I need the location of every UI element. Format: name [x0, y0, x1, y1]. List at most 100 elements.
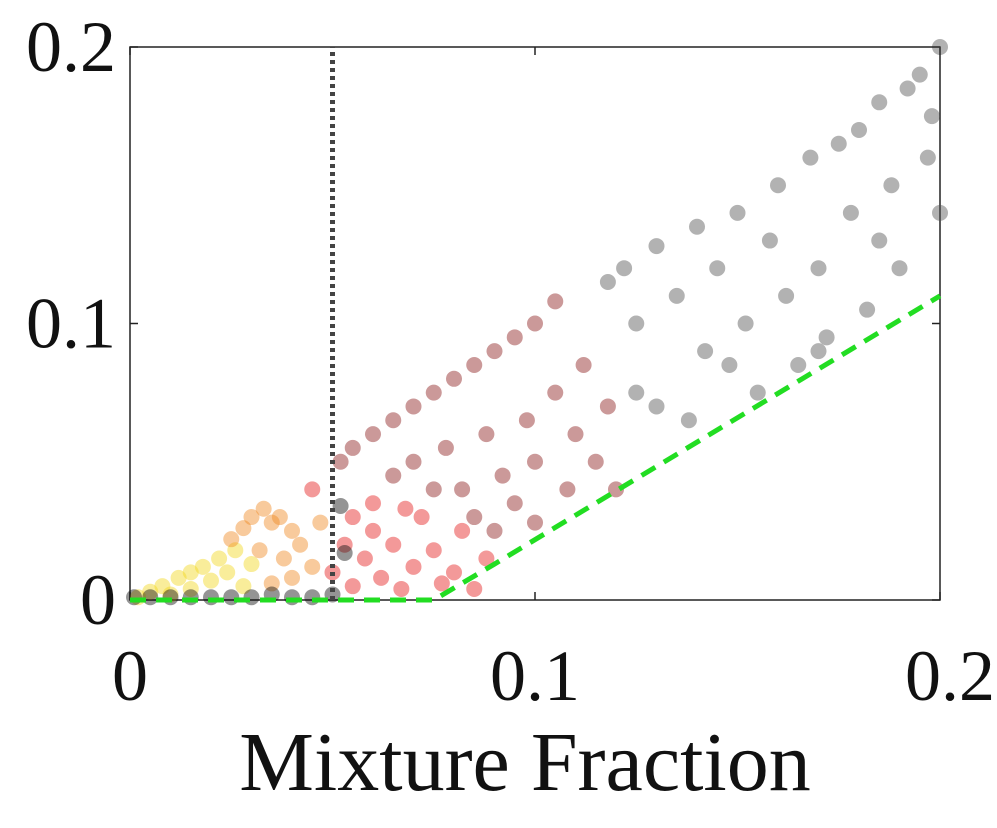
point [830, 135, 847, 152]
y-tick-label: 0.2 [26, 7, 116, 87]
point [219, 564, 236, 581]
point [567, 426, 584, 443]
point [899, 80, 916, 97]
point [709, 260, 726, 277]
point [182, 564, 199, 581]
point [616, 260, 633, 277]
point [486, 522, 503, 539]
point [336, 536, 353, 553]
point [243, 589, 260, 606]
point [413, 509, 430, 526]
point [284, 569, 300, 586]
point [275, 550, 292, 567]
point [385, 467, 402, 484]
point [336, 544, 353, 561]
point [721, 356, 738, 373]
point [365, 426, 381, 443]
point [608, 481, 624, 498]
point [324, 586, 341, 603]
point [446, 370, 462, 387]
point [749, 384, 766, 401]
point [211, 550, 228, 567]
point [182, 580, 199, 597]
point [919, 149, 936, 166]
point [871, 232, 888, 249]
x-tick-label: 0 [112, 636, 148, 716]
point [332, 453, 349, 470]
point [810, 343, 827, 360]
point [154, 578, 171, 595]
point [932, 204, 948, 221]
point [243, 556, 260, 573]
point [304, 558, 321, 575]
point [478, 426, 495, 443]
point [648, 398, 665, 415]
point [454, 522, 471, 539]
point [859, 301, 876, 318]
y-tick-label: 0 [80, 560, 116, 640]
point [628, 315, 645, 332]
point [344, 439, 361, 456]
point [425, 542, 442, 559]
point [494, 467, 511, 484]
point [393, 580, 410, 597]
point [689, 218, 705, 235]
point [697, 343, 714, 360]
point [466, 580, 483, 597]
point [466, 356, 483, 373]
point [203, 572, 219, 589]
point [284, 589, 300, 606]
point [599, 398, 616, 415]
point [223, 531, 240, 548]
point [527, 453, 543, 470]
point [292, 536, 309, 553]
point [433, 575, 450, 592]
point [527, 514, 543, 531]
point [802, 149, 819, 166]
point [235, 578, 252, 595]
point [344, 509, 361, 526]
point [506, 329, 523, 346]
point [599, 274, 616, 291]
point [126, 589, 143, 606]
point [810, 260, 827, 277]
point [255, 500, 272, 517]
point [871, 94, 888, 111]
point [911, 66, 928, 83]
point [405, 558, 422, 575]
point [575, 356, 592, 373]
point [170, 569, 187, 586]
point [227, 542, 244, 559]
x-tick-label: 0.1 [490, 636, 580, 716]
point [680, 412, 697, 429]
point [486, 343, 503, 360]
point [365, 495, 381, 512]
point [397, 500, 414, 517]
point [182, 589, 199, 606]
point [425, 481, 442, 498]
point [332, 497, 349, 514]
reference-line [130, 293, 942, 603]
point [466, 509, 483, 526]
point [344, 578, 361, 595]
point [932, 39, 948, 55]
x-tick-label: 0.2 [905, 636, 995, 716]
point [454, 481, 471, 498]
point [518, 412, 535, 429]
point [425, 384, 442, 401]
point [312, 514, 329, 531]
point [770, 177, 786, 194]
point [737, 315, 754, 332]
point [559, 481, 576, 498]
point [818, 329, 835, 346]
point [263, 575, 280, 592]
point [547, 384, 564, 401]
point [304, 481, 321, 498]
x-axis-label: Mixture Fraction [239, 716, 811, 809]
point [437, 439, 454, 456]
point [923, 108, 940, 125]
point [506, 495, 523, 512]
point [356, 550, 373, 567]
point [891, 260, 908, 277]
point [271, 509, 288, 526]
